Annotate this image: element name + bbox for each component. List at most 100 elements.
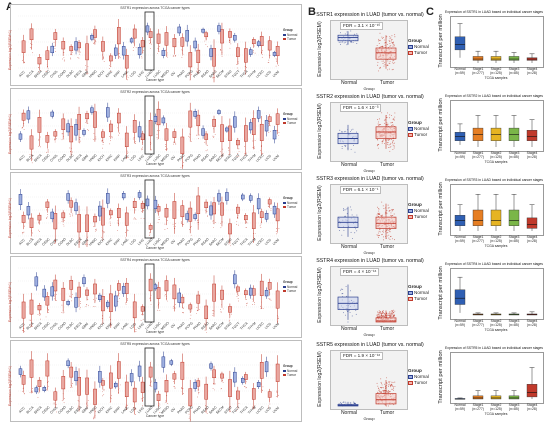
tumor-point: [110, 140, 111, 142]
tumor-box: [259, 123, 264, 141]
tumor-point: [391, 114, 393, 116]
tumor-point: [135, 329, 137, 330]
tumor-point: [269, 55, 271, 56]
tumor-box: [148, 366, 153, 378]
normal-box: [34, 276, 39, 287]
tumor-point: [48, 312, 50, 313]
tumor-point: [117, 294, 118, 296]
tumor-point: [390, 212, 392, 214]
tumor-box: [132, 200, 137, 208]
tumor-point: [392, 238, 393, 240]
x-tick-label: Stage3 (n=85): [508, 67, 520, 75]
stage-box-2: [490, 395, 502, 400]
tumor-point: [63, 135, 64, 137]
tumor-point: [78, 53, 80, 55]
tumor-box: [53, 131, 58, 137]
legend-swatch-tumor: [408, 132, 413, 137]
tumor-point: [69, 295, 71, 297]
tumor-point: [150, 48, 152, 49]
tumor-point: [53, 294, 55, 296]
tumor-point: [117, 392, 119, 394]
tumor-point: [275, 59, 277, 61]
tumor-point: [182, 388, 184, 389]
tumor-point: [118, 388, 120, 389]
tumor-point: [253, 51, 254, 53]
tumor-box: [69, 125, 74, 143]
normal-box: [217, 193, 221, 202]
normal-point: [346, 44, 348, 46]
tumor-point: [175, 304, 177, 305]
tumor-point: [167, 56, 169, 58]
tumor-point: [30, 326, 31, 328]
tumor-point: [381, 215, 383, 217]
normal-box: [248, 287, 253, 296]
tumor-point: [77, 405, 79, 407]
tumor-point: [47, 380, 49, 382]
tumor-point: [221, 221, 223, 223]
tumor-point: [276, 315, 278, 317]
normal-box: [193, 40, 197, 49]
tumor-box: [267, 40, 272, 51]
tumor-point: [85, 120, 87, 122]
tumor-box: [220, 202, 224, 216]
tumor-point: [87, 299, 89, 301]
tumor-point: [220, 309, 221, 310]
tumor-point: [376, 382, 378, 384]
tumor-point: [253, 406, 255, 408]
tumor-point: [31, 44, 33, 46]
panel-label-c: C: [426, 6, 434, 18]
tumor-point: [189, 71, 191, 73]
tumor-point: [157, 48, 159, 49]
tumor-point: [21, 329, 23, 331]
normal-box: [193, 111, 197, 117]
tumor-point: [380, 387, 382, 389]
tumor-point: [39, 314, 41, 316]
normal-box: [153, 284, 158, 290]
tumor-point: [382, 236, 384, 238]
tumor-point: [173, 54, 174, 56]
x-tick-normal: Normal: [340, 80, 358, 86]
tumor-point: [119, 384, 121, 386]
normal-point: [346, 295, 347, 297]
tumor-point: [254, 52, 256, 54]
normal-point: [354, 403, 356, 404]
tumor-point: [389, 239, 391, 241]
tumor-point: [54, 48, 56, 49]
tumor-box: [180, 37, 185, 47]
tumor-point: [63, 401, 65, 403]
tumor-point: [244, 385, 245, 387]
panel-a-ylabel-5: Expression log2(RSEM+1): [8, 365, 12, 406]
tumor-point: [87, 122, 89, 124]
tumor-point: [206, 149, 208, 151]
tumor-point: [389, 314, 391, 316]
tumor-point: [213, 383, 215, 384]
tumor-point: [380, 313, 382, 315]
tumor-point: [378, 391, 380, 393]
x-tick-tumor: Tumor: [379, 162, 395, 168]
tumor-point: [189, 133, 191, 135]
tumor-point: [54, 139, 56, 141]
tumor-box: [180, 361, 185, 380]
tumor-point: [245, 381, 247, 383]
normal-point: [353, 401, 355, 403]
tumor-point: [190, 227, 191, 229]
panel-a-plot-1: [10, 4, 302, 86]
tumor-point: [38, 388, 39, 390]
tumor-point: [63, 225, 65, 227]
tumor-point: [93, 139, 95, 140]
tumor-point: [388, 139, 390, 141]
tumor-point: [109, 397, 111, 399]
normal-box: [106, 107, 110, 118]
tumor-point: [180, 167, 182, 169]
normal-box: [248, 122, 253, 131]
tumor-point: [93, 133, 95, 134]
tumor-point: [158, 407, 159, 409]
normal-box: [209, 48, 213, 57]
tumor-point: [54, 45, 56, 47]
tumor-point: [88, 129, 89, 131]
tumor-point: [384, 388, 386, 390]
tumor-point: [268, 125, 269, 127]
tumor-point: [71, 54, 73, 56]
panel-a-xlabel-1: Cancer type: [145, 78, 165, 82]
tumor-point: [103, 142, 105, 144]
